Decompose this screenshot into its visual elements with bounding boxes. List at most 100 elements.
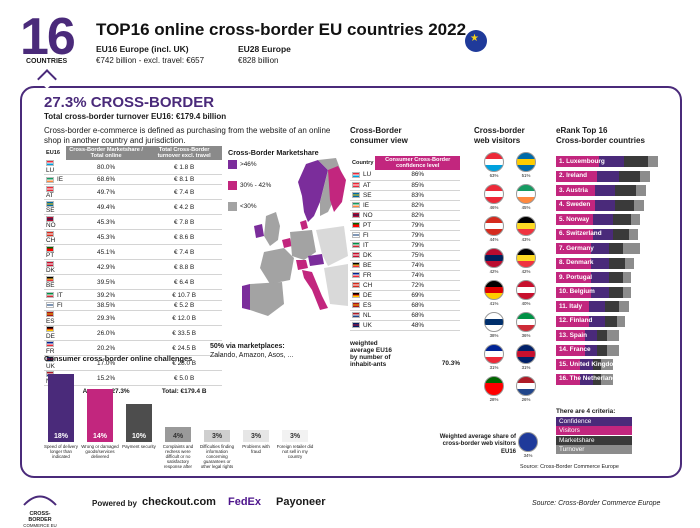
challenge-bar: 4%	[165, 426, 191, 442]
erank-segment	[596, 330, 607, 341]
erank-segment	[556, 272, 591, 283]
challenge-bar: 3%	[243, 430, 269, 442]
visitor-flag-icon	[484, 280, 504, 300]
erank-segment	[556, 156, 599, 167]
erank-segment	[631, 214, 640, 225]
country-cell: DE	[350, 290, 376, 301]
turnover-cell: € 5.2 B	[146, 300, 222, 312]
visitor-value: 51%	[521, 173, 531, 178]
table-row: CH 45.3% € 8.6 B	[44, 229, 222, 246]
visitor-flag-icon	[516, 344, 536, 364]
erank-segment	[556, 214, 593, 225]
turnover-cell: € 7.4 B	[146, 184, 222, 201]
visitor-value: 45%	[521, 205, 531, 210]
country-code: SE	[46, 207, 55, 215]
country-cell: BE	[350, 260, 376, 271]
country-cell: IT	[350, 240, 376, 251]
table-row: BE 39.5% € 6.4 B	[44, 274, 222, 291]
table-row: LU 80.0% € 1.8 B	[44, 160, 222, 175]
country-code: UK	[363, 321, 372, 329]
erank-segment	[580, 373, 593, 385]
visitor-value: 26%	[521, 397, 531, 402]
erank-segment	[615, 185, 636, 196]
country-cell: BE	[44, 274, 66, 291]
erank-segment	[607, 330, 620, 341]
legend-swatch	[228, 202, 237, 211]
table-row: PT 79%	[350, 220, 460, 231]
erank-segment	[600, 373, 614, 385]
erank-segment	[633, 199, 644, 211]
table-row: NL 68%	[350, 310, 460, 321]
erank-row: 12. Finland	[556, 315, 658, 327]
country-cell: DE	[44, 325, 66, 342]
map-legend-item: >46%	[228, 160, 271, 169]
erank-row: 6. Switzerland	[556, 228, 658, 240]
confidence-table: Country Consumer Cross-Border confidence…	[350, 156, 460, 331]
flag-icon	[46, 260, 54, 267]
country-code: CH	[46, 237, 56, 245]
turnover-cell: € 8.6 B	[146, 229, 222, 246]
erank-label: 7. Germany	[559, 244, 594, 252]
country-cell: FR	[350, 270, 376, 281]
country-cell: IT	[44, 289, 66, 301]
erank-segment	[580, 359, 593, 370]
country-code: IE	[57, 176, 64, 184]
visitor-value: 38%	[489, 333, 499, 338]
confidence-cell: 85%	[375, 180, 460, 191]
legend-swatch	[228, 181, 237, 190]
erank-segment	[617, 315, 626, 327]
country-cell: DK	[44, 259, 66, 276]
erank-segment	[598, 156, 625, 167]
turnover-cell: € 7.8 B	[146, 214, 222, 231]
visitor-flag-icon	[516, 248, 536, 268]
erank-segment	[635, 185, 646, 196]
erank-segment	[584, 330, 597, 341]
flag-icon	[352, 211, 360, 218]
table-row: UK 48%	[350, 320, 460, 331]
table-row: DK 75%	[350, 250, 460, 261]
col-share: Cross-Border Marketshare / Total online	[65, 146, 147, 160]
erank-segment	[596, 344, 607, 356]
flag-icon	[46, 275, 54, 282]
cross-border-logo: CROSS-BORDER COMMERCE EU	[20, 492, 60, 528]
turnover-cell: € 28.0 B	[146, 355, 222, 372]
crossborder-title: 27.3% CROSS-BORDER	[44, 94, 215, 111]
country-code: ES	[46, 318, 55, 326]
erank-segment	[590, 272, 610, 283]
map-legend-item: 30% - 42%	[228, 181, 271, 190]
country-code: FI	[363, 231, 369, 239]
flag-icon	[46, 326, 54, 333]
country-code: NO	[363, 211, 373, 219]
country-code: CH	[363, 281, 373, 289]
eu-flag-icon	[465, 30, 487, 52]
eu28-block: EU28 Europe €828 billion	[238, 44, 291, 65]
flag-icon	[46, 176, 54, 183]
erank-row: 5. Norway	[556, 214, 658, 225]
weighted-average: weighted average EU16 by number of inhab…	[350, 340, 460, 368]
country-code: UK	[46, 363, 55, 371]
col-turnover: Total Cross-Border turnover excl. travel	[146, 146, 222, 160]
visitor-value: 28%	[489, 397, 499, 402]
weighted-average-value: 70.3%	[441, 360, 460, 367]
country-cell: FI	[350, 230, 376, 241]
eu-average-value: 34%	[523, 453, 533, 458]
erank-segment	[604, 301, 620, 312]
criteria-item: Marketshare	[556, 435, 632, 445]
visitor-value: 36%	[521, 333, 531, 338]
confidence-cell: 74%	[375, 270, 460, 281]
fedex-logo: FedEx	[228, 496, 262, 508]
table-row: IT 79%	[350, 240, 460, 251]
erank-label: 3. Austria	[559, 186, 588, 194]
share-cell: 17.0%	[65, 355, 147, 372]
table-row: DK 42.9% € 8.8 B	[44, 259, 222, 276]
erank-title-line1: eRank Top 16	[556, 126, 608, 135]
table-row: BE 74%	[350, 260, 460, 271]
table-row: FR 20.2% € 24.5 B	[44, 340, 222, 357]
confidence-cell: 74%	[375, 260, 460, 271]
erank-segment	[623, 286, 632, 298]
erank-segment	[624, 156, 648, 167]
erank-row: 7. Germany	[556, 243, 658, 254]
country-cell: CH	[44, 229, 66, 246]
confidence-cell: 48%	[375, 320, 460, 331]
turnover-cell: € 8.1 B	[146, 174, 222, 186]
